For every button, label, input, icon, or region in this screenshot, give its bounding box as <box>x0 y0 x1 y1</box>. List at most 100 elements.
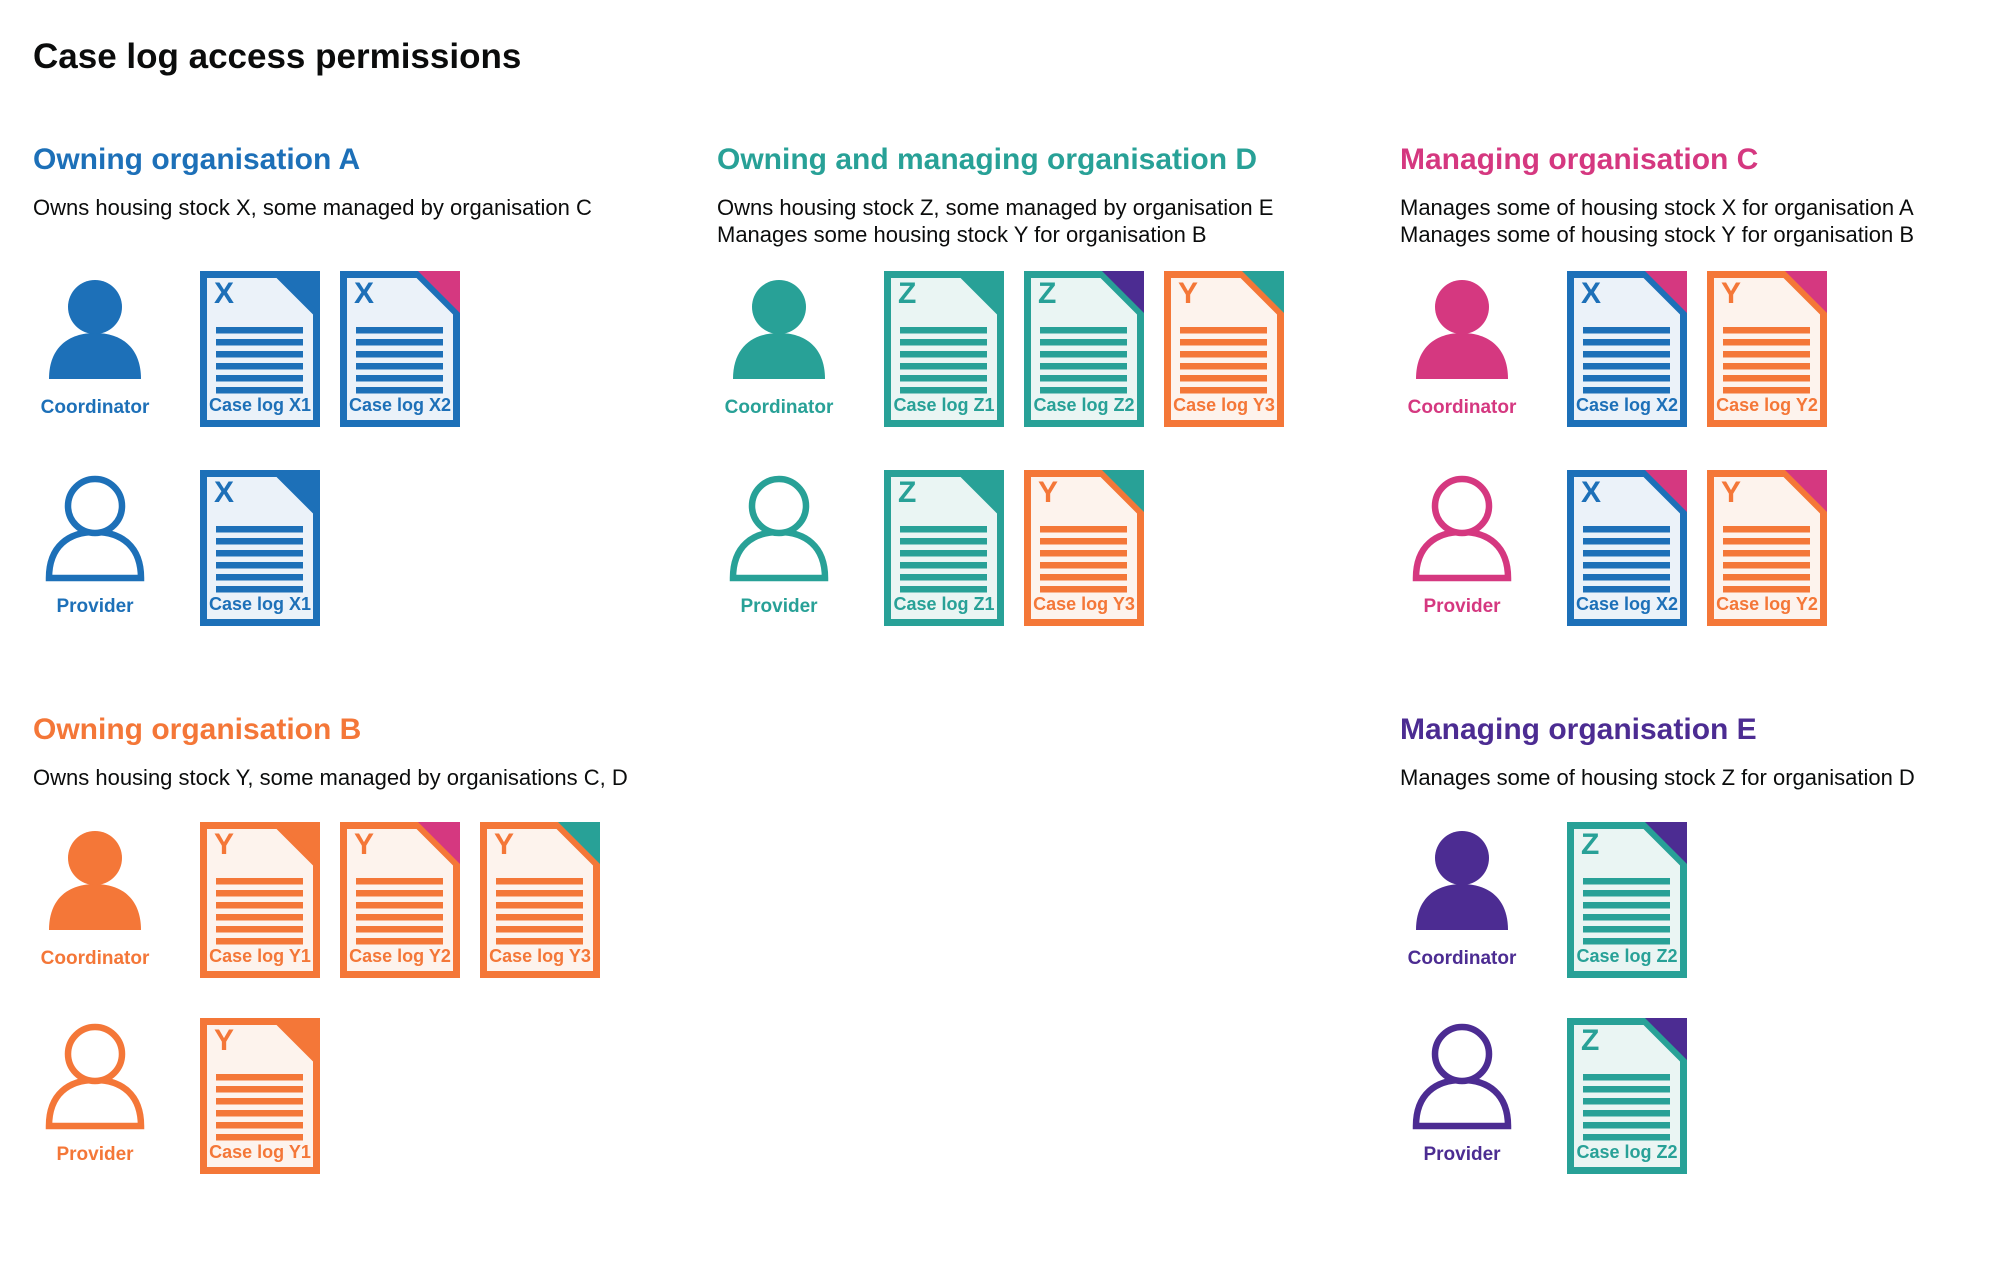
description-line: Manages some of housing stock Z for orga… <box>1400 765 1915 790</box>
description-line: Owns housing stock X, some managed by or… <box>33 195 592 220</box>
document-icon <box>200 271 320 427</box>
stock-letter: Y <box>494 828 515 861</box>
case-log-document: X Case log X1 <box>200 271 320 427</box>
section-managing-organisation-e: Managing organisation E Manages some of … <box>1400 700 2000 1260</box>
role-label: Provider <box>740 596 818 617</box>
coordinator: Coordinator <box>33 822 180 978</box>
doc-caption: Case log Y2 <box>1716 395 1818 415</box>
doc-caption: Case log Y3 <box>1033 594 1135 614</box>
stock-letter: Y <box>214 1024 235 1057</box>
stock-letter: Y <box>214 828 235 861</box>
page-title: Case log access permissions <box>33 37 522 76</box>
description-line: Manages some of housing stock Y for orga… <box>1400 222 1915 247</box>
case-log-document: Y Case log Y2 <box>1707 271 1827 427</box>
section-title: Owning organisation B <box>33 713 362 746</box>
section-title: Owning organisation A <box>33 143 361 176</box>
case-log-document: Z Case log Z1 <box>884 470 1004 626</box>
coordinator-row: Coordinator Y Case log Y1 Y Case log Y <box>33 822 600 978</box>
coordinator-row: Coordinator X Case log X1 X Case log X <box>33 271 460 427</box>
stock-letter: Y <box>1721 476 1742 509</box>
provider: Provider <box>1400 1018 1547 1174</box>
stock-letter: Z <box>898 277 917 310</box>
doc-caption: Case log Y1 <box>209 946 311 966</box>
role-label: Coordinator <box>724 397 834 418</box>
stock-letter: Y <box>1178 277 1199 310</box>
section-description: Owns housing stock Y, some managed by or… <box>33 764 628 791</box>
doc-caption: Case log X2 <box>1575 594 1679 614</box>
person-filled-icon <box>49 280 141 379</box>
section-managing-organisation-c: Managing organisation C Manages some of … <box>1400 130 2000 690</box>
section-title: Managing organisation C <box>1400 143 1759 176</box>
provider: Provider <box>33 470 180 626</box>
stock-letter: X <box>1581 476 1602 509</box>
document-icon <box>1164 271 1284 427</box>
case-log-document: Z Case log Z2 <box>1567 1018 1687 1174</box>
section-description: Manages some of housing stock X for orga… <box>1400 194 1914 248</box>
provider-row: Provider X Case log X1 <box>33 470 320 626</box>
role-label: Provider <box>1423 1144 1501 1165</box>
case-log-document: Y Case log Y3 <box>480 822 600 978</box>
doc-caption: Case log X1 <box>208 594 312 614</box>
document-icon <box>884 470 1004 626</box>
role-label: Coordinator <box>1407 948 1517 969</box>
doc-caption: Case log Y1 <box>209 1142 311 1162</box>
doc-caption: Case log X1 <box>208 395 312 415</box>
document-icon <box>1567 1018 1687 1174</box>
description-line: Manages some of housing stock X for orga… <box>1400 195 1914 220</box>
doc-caption: Case log X2 <box>1575 395 1679 415</box>
case-log-document: Y Case log Y1 <box>200 822 320 978</box>
person-filled-icon <box>49 831 141 930</box>
provider-row: Provider Y Case log Y1 <box>33 1018 320 1174</box>
person-filled-icon <box>1416 280 1508 379</box>
section-owning-managing-organisation-d: Owning and managing organisation D Owns … <box>717 130 1367 690</box>
case-log-document: Z Case log Z2 <box>1024 271 1144 427</box>
coordinator-row: Coordinator Z Case log Z1 Z Case log Z <box>717 271 1284 427</box>
role-label: Provider <box>56 596 134 617</box>
coordinator: Coordinator <box>33 271 180 427</box>
role-label: Coordinator <box>1407 397 1517 418</box>
document-icon <box>340 822 460 978</box>
provider-row: Provider Z Case log Z1 Y Case log Y3 <box>717 470 1144 626</box>
section-title: Managing organisation E <box>1400 713 1757 746</box>
document-icon <box>1024 470 1144 626</box>
stock-letter: Y <box>1721 277 1742 310</box>
coordinator: Coordinator <box>1400 271 1547 427</box>
document-icon <box>340 271 460 427</box>
provider-row: Provider X Case log X2 Y Case log Y2 <box>1400 470 1827 626</box>
doc-caption: Case log Y2 <box>349 946 451 966</box>
document-icon <box>200 1018 320 1174</box>
case-log-document: X Case log X2 <box>1567 271 1687 427</box>
coordinator-row: Coordinator Z Case log Z2 <box>1400 822 1687 978</box>
coordinator-row: Coordinator X Case log X2 Y Case log Y <box>1400 271 1827 427</box>
document-icon <box>1707 271 1827 427</box>
description-line: Manages some housing stock Y for organis… <box>717 222 1207 247</box>
case-log-document: Z Case log Z2 <box>1567 822 1687 978</box>
coordinator: Coordinator <box>717 271 864 427</box>
role-label: Coordinator <box>40 397 150 418</box>
role-label: Coordinator <box>40 948 150 969</box>
stock-letter: Y <box>354 828 375 861</box>
section-description: Manages some of housing stock Z for orga… <box>1400 764 1915 791</box>
coordinator: Coordinator <box>1400 822 1547 978</box>
stock-letter: Z <box>898 476 917 509</box>
provider: Provider <box>717 470 864 626</box>
document-icon <box>200 470 320 626</box>
doc-caption: Case log Y3 <box>489 946 591 966</box>
doc-caption: Case log Z2 <box>1033 395 1135 415</box>
role-label: Provider <box>56 1144 134 1165</box>
document-icon <box>884 271 1004 427</box>
doc-caption: Case log Z2 <box>1576 1142 1678 1162</box>
description-line: Owns housing stock Y, some managed by or… <box>33 765 628 790</box>
person-outline-icon <box>45 475 145 582</box>
case-log-document: Y Case log Y1 <box>200 1018 320 1174</box>
document-icon <box>1567 271 1687 427</box>
doc-caption: Case log Y3 <box>1173 395 1275 415</box>
role-label: Provider <box>1423 596 1501 617</box>
doc-caption: Case log Z2 <box>1576 946 1678 966</box>
case-log-document: X Case log X2 <box>340 271 460 427</box>
section-description: Owns housing stock X, some managed by or… <box>33 194 592 221</box>
stock-letter: X <box>214 476 235 509</box>
stock-letter: Z <box>1581 828 1600 861</box>
person-outline-icon <box>1412 475 1512 582</box>
case-log-document: X Case log X1 <box>200 470 320 626</box>
